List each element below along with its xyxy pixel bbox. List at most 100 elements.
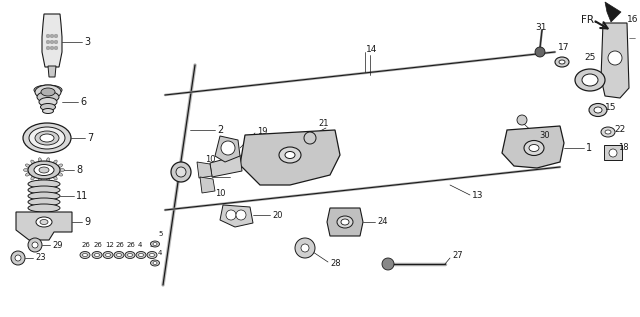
- Ellipse shape: [150, 260, 159, 266]
- Text: 14: 14: [366, 46, 378, 55]
- Text: 17: 17: [558, 43, 570, 53]
- Text: 11: 11: [76, 191, 88, 201]
- Circle shape: [535, 47, 545, 57]
- Circle shape: [28, 238, 42, 252]
- Ellipse shape: [58, 164, 63, 167]
- Circle shape: [176, 167, 186, 177]
- Polygon shape: [215, 136, 240, 162]
- Ellipse shape: [116, 254, 122, 256]
- Circle shape: [50, 34, 54, 38]
- Text: 26: 26: [94, 242, 103, 248]
- Ellipse shape: [26, 172, 30, 176]
- Ellipse shape: [40, 219, 48, 224]
- Text: 30: 30: [539, 132, 550, 140]
- Text: 24: 24: [377, 217, 387, 227]
- Ellipse shape: [23, 123, 71, 153]
- Text: 16: 16: [627, 16, 639, 24]
- Ellipse shape: [38, 158, 42, 163]
- Ellipse shape: [555, 57, 569, 67]
- Ellipse shape: [28, 186, 60, 194]
- Circle shape: [221, 141, 235, 155]
- Ellipse shape: [36, 217, 52, 227]
- Circle shape: [171, 162, 191, 182]
- Circle shape: [304, 132, 316, 144]
- Ellipse shape: [34, 165, 54, 176]
- Ellipse shape: [582, 74, 598, 86]
- Text: 3: 3: [84, 37, 90, 47]
- Ellipse shape: [31, 160, 35, 164]
- Ellipse shape: [24, 169, 29, 171]
- Ellipse shape: [41, 88, 55, 96]
- Text: 1: 1: [586, 143, 592, 153]
- Text: 18: 18: [618, 144, 628, 152]
- Text: 10: 10: [205, 156, 216, 165]
- Ellipse shape: [559, 60, 565, 64]
- Ellipse shape: [47, 158, 49, 163]
- Ellipse shape: [601, 127, 615, 137]
- Text: 22: 22: [614, 126, 625, 134]
- Text: 5: 5: [158, 231, 163, 237]
- Ellipse shape: [34, 85, 62, 95]
- Circle shape: [46, 46, 50, 50]
- Polygon shape: [42, 14, 62, 67]
- Polygon shape: [16, 212, 72, 240]
- Ellipse shape: [589, 103, 607, 117]
- Ellipse shape: [524, 140, 544, 156]
- Text: 26: 26: [82, 242, 91, 248]
- Circle shape: [46, 40, 50, 44]
- Circle shape: [295, 238, 315, 258]
- Polygon shape: [605, 2, 621, 22]
- Circle shape: [54, 34, 58, 38]
- Ellipse shape: [39, 98, 57, 107]
- Polygon shape: [220, 205, 253, 227]
- Ellipse shape: [37, 92, 59, 102]
- Circle shape: [15, 255, 21, 261]
- Ellipse shape: [575, 69, 605, 91]
- Circle shape: [608, 51, 622, 65]
- Ellipse shape: [47, 177, 49, 182]
- Ellipse shape: [29, 127, 65, 149]
- Polygon shape: [604, 145, 622, 160]
- Ellipse shape: [136, 251, 146, 258]
- Ellipse shape: [95, 254, 99, 256]
- Ellipse shape: [279, 147, 301, 163]
- Text: 2: 2: [217, 125, 223, 135]
- Ellipse shape: [150, 241, 159, 247]
- Text: 6: 6: [80, 97, 86, 107]
- Circle shape: [236, 210, 246, 220]
- Text: 13: 13: [472, 191, 483, 199]
- Ellipse shape: [114, 251, 124, 258]
- Circle shape: [54, 46, 58, 50]
- Ellipse shape: [150, 254, 154, 256]
- Circle shape: [609, 149, 617, 157]
- Ellipse shape: [40, 103, 56, 111]
- Text: 4: 4: [158, 250, 163, 256]
- Ellipse shape: [125, 251, 135, 258]
- Ellipse shape: [26, 164, 30, 167]
- Ellipse shape: [341, 219, 349, 225]
- Ellipse shape: [28, 204, 60, 212]
- Text: 7: 7: [87, 133, 93, 143]
- Circle shape: [50, 46, 54, 50]
- Text: 23: 23: [35, 254, 45, 262]
- Text: 29: 29: [52, 241, 63, 249]
- Ellipse shape: [40, 134, 54, 142]
- Ellipse shape: [53, 160, 57, 164]
- Ellipse shape: [39, 167, 49, 173]
- Ellipse shape: [35, 85, 61, 99]
- Polygon shape: [601, 23, 629, 98]
- Circle shape: [382, 258, 394, 270]
- Ellipse shape: [92, 251, 102, 258]
- Polygon shape: [240, 130, 340, 185]
- Polygon shape: [200, 177, 215, 193]
- Text: 20: 20: [272, 210, 282, 219]
- Ellipse shape: [153, 262, 157, 264]
- Ellipse shape: [42, 108, 54, 113]
- Text: 15: 15: [605, 103, 616, 113]
- Ellipse shape: [285, 152, 295, 158]
- Text: FR.: FR.: [581, 15, 597, 25]
- Text: 25: 25: [584, 54, 595, 62]
- Ellipse shape: [127, 254, 132, 256]
- Text: 12: 12: [105, 242, 114, 248]
- Ellipse shape: [529, 145, 539, 152]
